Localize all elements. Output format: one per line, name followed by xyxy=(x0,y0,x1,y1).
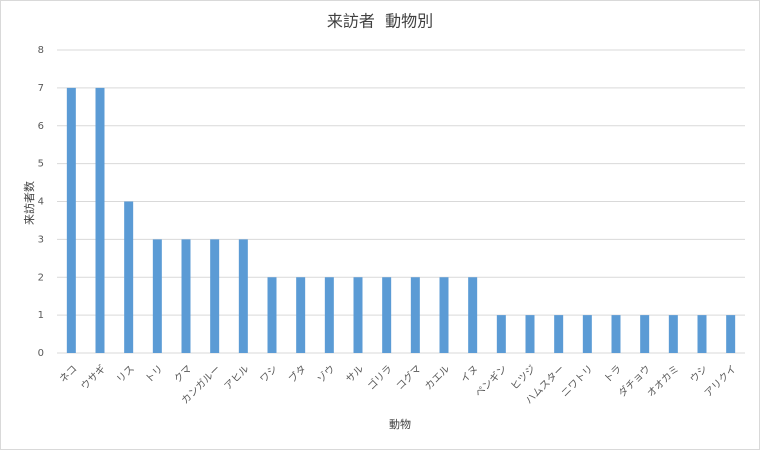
y-tick-label: 0 xyxy=(38,348,44,359)
bar xyxy=(267,277,277,353)
bar xyxy=(66,87,76,353)
bar xyxy=(668,315,678,353)
bar xyxy=(95,87,105,353)
bar xyxy=(496,315,506,353)
bar xyxy=(210,239,220,353)
y-tick-label: 2 xyxy=(38,272,44,283)
bar xyxy=(554,315,564,353)
bar xyxy=(353,277,363,353)
bar xyxy=(726,315,736,353)
bar xyxy=(611,315,621,353)
bar xyxy=(582,315,592,353)
y-tick-label: 6 xyxy=(38,121,44,132)
bar xyxy=(382,277,392,353)
bar xyxy=(640,315,650,353)
bar xyxy=(439,277,449,353)
y-tick-label: 7 xyxy=(38,83,44,94)
bar xyxy=(697,315,707,353)
bar xyxy=(410,277,420,353)
bar xyxy=(468,277,478,353)
bar xyxy=(124,201,134,353)
bar xyxy=(181,239,191,353)
bar xyxy=(296,277,306,353)
bar xyxy=(324,277,334,353)
y-tick-label: 5 xyxy=(38,159,44,170)
y-tick-label: 4 xyxy=(38,197,44,208)
chart-title: 来訪者 動物別 xyxy=(327,12,433,31)
y-tick-label: 8 xyxy=(38,45,44,56)
x-axis-title: 動物 xyxy=(389,417,411,431)
bar xyxy=(525,315,535,353)
bar xyxy=(238,239,248,353)
y-axis-title: 来訪者数 xyxy=(22,181,36,225)
y-tick-label: 1 xyxy=(38,310,44,321)
y-tick-label: 3 xyxy=(38,234,44,245)
bar xyxy=(152,239,162,353)
